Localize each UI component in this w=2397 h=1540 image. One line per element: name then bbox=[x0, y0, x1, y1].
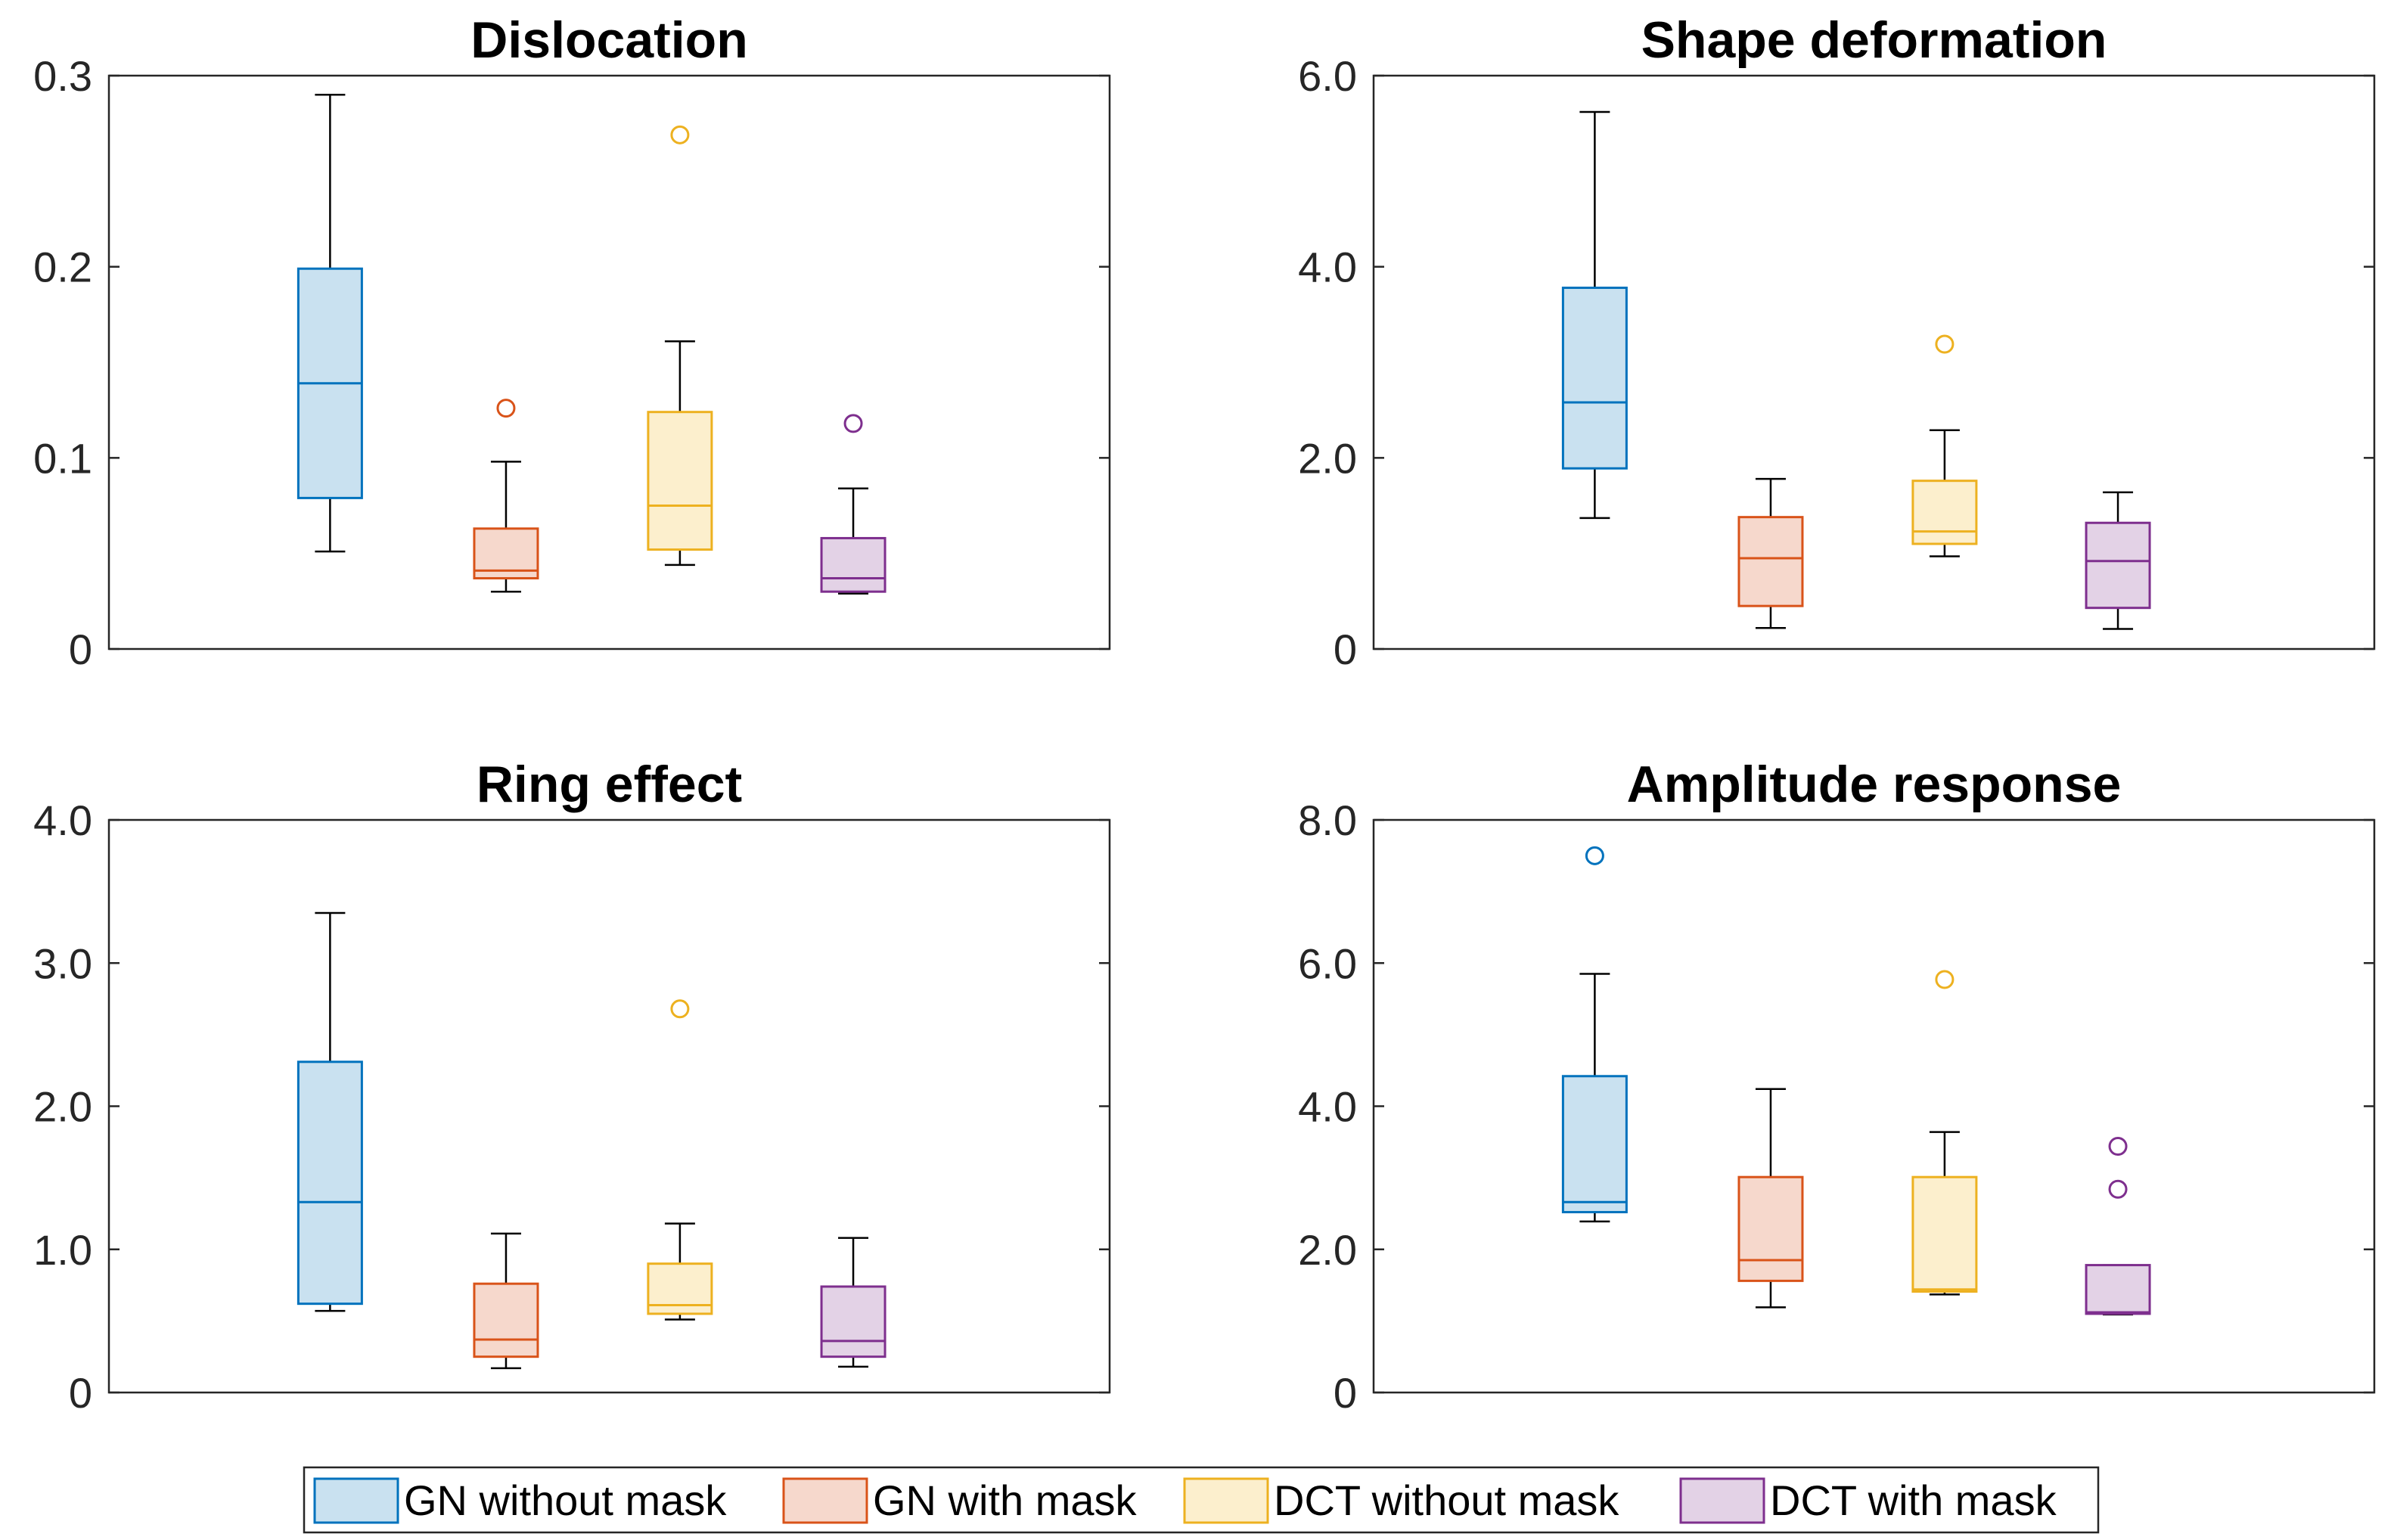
box-gn-with-mask bbox=[473, 1232, 539, 1370]
box-gn-without-mask bbox=[297, 94, 363, 553]
box-body bbox=[1561, 286, 1628, 470]
box-body bbox=[473, 1282, 539, 1358]
axes-frame bbox=[107, 818, 1111, 1394]
box-gn-with-mask bbox=[1737, 1088, 1804, 1309]
y-tick-label: 8.0 bbox=[1298, 796, 1357, 844]
panel-1: 0 0.1 0.2 0.3 Dislocation bbox=[33, 11, 1111, 673]
box-dct-with-mask bbox=[820, 414, 886, 595]
box-body bbox=[2085, 1264, 2151, 1315]
panel-4: 0 2.0 4.0 6.0 8.0 Amplitude response bbox=[1298, 756, 2376, 1417]
y-tick-label: 3.0 bbox=[33, 939, 92, 987]
y-tick-label: 0.2 bbox=[33, 244, 92, 291]
legend-item-gn-with-mask: GN with mask bbox=[782, 1476, 1137, 1524]
outlier-point bbox=[496, 399, 516, 418]
panel-title: Amplitude response bbox=[1627, 756, 2122, 813]
y-tick-label: 0.3 bbox=[33, 52, 92, 100]
legend-item-gn-without-mask: GN without mask bbox=[313, 1476, 727, 1524]
y-tick-label: 2.0 bbox=[1298, 434, 1357, 482]
box-body bbox=[2085, 521, 2151, 610]
box-body bbox=[1911, 480, 1978, 545]
box-body bbox=[1561, 1075, 1628, 1214]
y-tick-label: 4.0 bbox=[1298, 1083, 1357, 1131]
legend-label: DCT without mask bbox=[1274, 1476, 1619, 1524]
y-tick-label: 6.0 bbox=[1298, 939, 1357, 987]
box-gn-with-mask bbox=[473, 399, 539, 593]
legend-swatch bbox=[782, 1477, 868, 1524]
box-dct-without-mask bbox=[1911, 970, 1978, 1296]
axes-frame bbox=[1372, 74, 2376, 650]
box-body bbox=[1737, 1175, 1804, 1282]
legend-label: DCT with mask bbox=[1770, 1476, 2057, 1524]
legend-swatch bbox=[313, 1477, 399, 1524]
axes-frame bbox=[1372, 818, 2376, 1394]
y-tick-label: 1.0 bbox=[33, 1226, 92, 1274]
box-body bbox=[647, 411, 713, 551]
panel-title: Shape deformation bbox=[1641, 11, 2107, 69]
box-dct-without-mask bbox=[647, 125, 713, 567]
outlier-point bbox=[2108, 1136, 2128, 1156]
box-body bbox=[820, 536, 886, 593]
y-tick-label: 4.0 bbox=[33, 796, 92, 844]
outlier-point bbox=[670, 125, 690, 144]
panel-title: Ring effect bbox=[477, 756, 742, 813]
box-body bbox=[1911, 1175, 1978, 1293]
outlier-point bbox=[843, 414, 863, 433]
outlier-point bbox=[1935, 334, 1955, 354]
legend-label: GN without mask bbox=[404, 1476, 727, 1524]
legend-label: GN with mask bbox=[873, 1476, 1137, 1524]
panel-2: 0 2.0 4.0 6.0 Shape deformation bbox=[1298, 11, 2376, 673]
box-body bbox=[1737, 516, 1804, 607]
box-dct-without-mask bbox=[647, 999, 713, 1321]
box-gn-without-mask bbox=[1561, 846, 1628, 1223]
outlier-point bbox=[1935, 970, 1955, 989]
box-gn-with-mask bbox=[1737, 477, 1804, 629]
box-dct-with-mask bbox=[2085, 1136, 2151, 1316]
y-tick-label: 0.1 bbox=[33, 434, 92, 482]
legend: GN without mask GN with mask DCT without m… bbox=[303, 1466, 2100, 1534]
box-body bbox=[297, 1060, 363, 1306]
panel-title: Dislocation bbox=[470, 11, 748, 69]
legend-swatch bbox=[1183, 1477, 1269, 1524]
y-tick-label: 0 bbox=[1334, 626, 1357, 673]
box-gn-without-mask bbox=[1561, 110, 1628, 520]
legend-item-dct-without-mask: DCT without mask bbox=[1183, 1476, 1619, 1524]
y-tick-label: 0 bbox=[69, 1369, 92, 1417]
box-dct-with-mask bbox=[2085, 491, 2151, 630]
box-dct-with-mask bbox=[820, 1237, 886, 1368]
y-tick-label: 0 bbox=[1334, 1369, 1357, 1417]
outlier-point bbox=[670, 999, 690, 1019]
box-dct-without-mask bbox=[1911, 334, 1978, 557]
outlier-point bbox=[2108, 1179, 2128, 1199]
y-tick-label: 4.0 bbox=[1298, 244, 1357, 291]
panel-3: 0 1.0 2.0 3.0 4.0 Ring effect bbox=[33, 756, 1111, 1417]
outlier-point bbox=[1585, 846, 1604, 865]
legend-item-dct-with-mask: DCT with mask bbox=[1679, 1476, 2057, 1524]
legend-swatch bbox=[1679, 1477, 1765, 1524]
axes-frame bbox=[107, 74, 1111, 650]
y-tick-label: 0 bbox=[69, 626, 92, 673]
box-gn-without-mask bbox=[297, 911, 363, 1312]
y-tick-label: 2.0 bbox=[33, 1083, 92, 1131]
y-tick-label: 2.0 bbox=[1298, 1226, 1357, 1274]
y-tick-label: 6.0 bbox=[1298, 52, 1357, 100]
box-body bbox=[820, 1285, 886, 1358]
